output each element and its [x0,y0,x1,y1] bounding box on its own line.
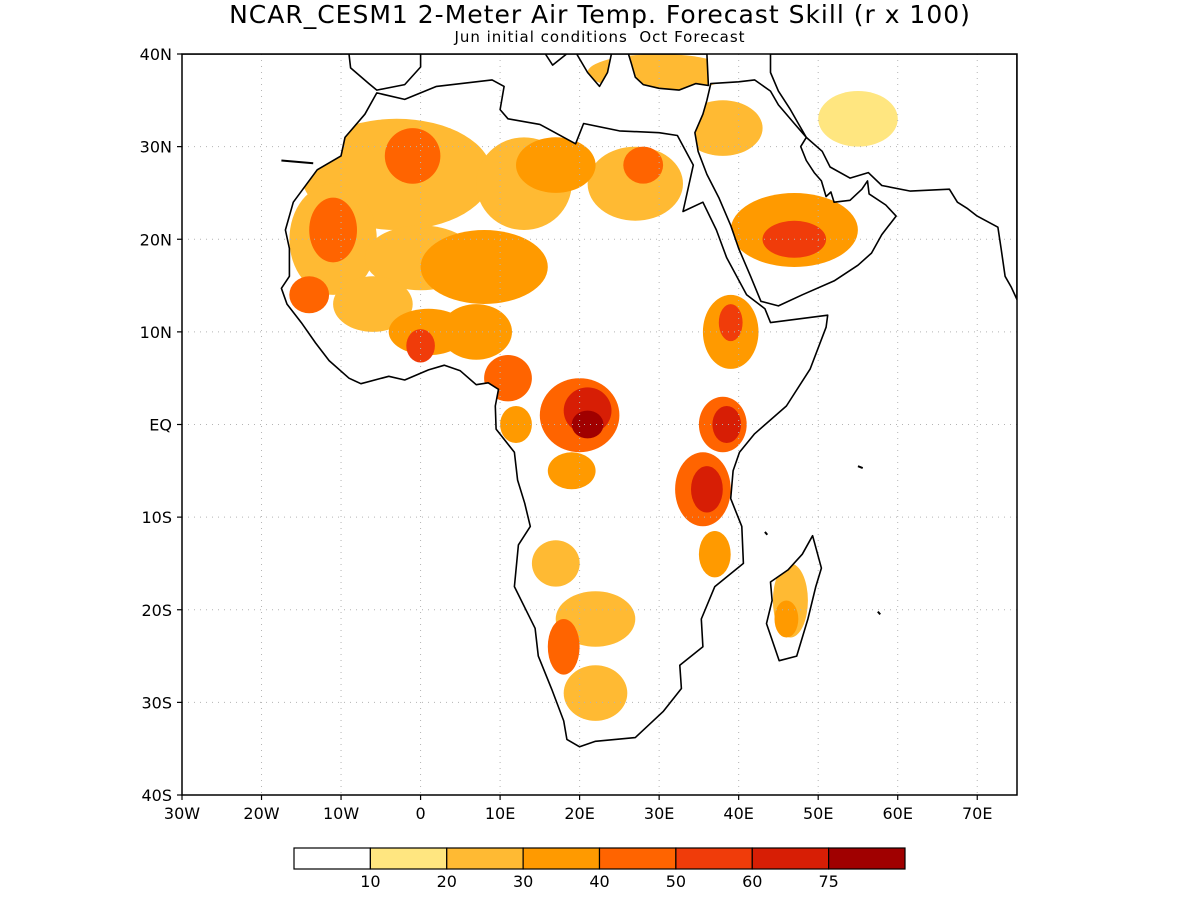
coastline [182,54,710,91]
colorbar-swatch [369,847,448,870]
skill-region [712,406,741,443]
coastline [694,79,897,307]
skill-region [289,276,330,314]
skill-region [420,230,548,304]
chart-title: NCAR_CESM1 2-Meter Air Temp. Forecast Sk… [229,0,971,29]
x-tick-label: 10E [485,804,515,823]
x-tick-label: 60E [882,804,912,823]
colorbar-label: 20 [437,872,457,891]
colorbar-swatch [828,847,906,870]
skill-region [774,600,799,638]
skill-region [384,128,441,184]
skill-region [547,619,580,675]
colorbar-label: 40 [589,872,609,891]
x-tick-label: 0 [415,804,425,823]
colorbar-label: 50 [666,872,686,891]
axis-ticks: 30W 20W 10W 0 10E 20E 30E 40E 50E 60E 70E 40N 30N 20N… [140,45,993,823]
chart-subtitle: Jun initial conditions Oct Forecast [454,28,746,46]
y-tick-label: 30S [141,693,172,712]
coastline [769,54,1017,301]
skill-region [623,146,664,184]
colorbar-swatch [293,847,371,870]
coastlines [182,54,1017,748]
skill-region [563,665,628,721]
colorbar-label: 75 [818,872,838,891]
coastline [280,79,829,748]
colorbar-label: 30 [513,872,533,891]
colorbar-swatch [751,847,830,870]
colorbar-swatch [446,847,524,870]
colorbar-swatch [598,847,677,870]
y-tick-label: 20S [141,601,172,620]
x-tick-label: 30E [644,804,674,823]
skill-region [691,466,723,513]
skill-region [333,276,413,332]
island [857,465,864,469]
skill-region [547,452,596,490]
x-tick-label: 20W [243,804,279,823]
skill-region [531,540,580,587]
y-tick-label: 40S [141,786,172,805]
skill-region [309,197,357,263]
island [877,610,881,616]
skill-shading [289,54,898,721]
colorbar-label: 10 [360,872,380,891]
y-tick-label: EQ [149,416,172,435]
x-tick-label: 20E [564,804,594,823]
x-tick-label: 70E [962,804,992,823]
island [764,531,769,536]
skill-region [683,100,763,156]
skill-region [571,410,604,439]
x-tick-label: 50E [803,804,833,823]
skill-region [516,137,596,193]
y-tick-label: 10N [140,323,172,342]
x-tick-label: 40E [723,804,753,823]
coastline [765,534,823,662]
colorbar-label: 60 [742,872,762,891]
colorbar-swatch [675,847,753,870]
y-tick-label: 10S [141,508,172,527]
skill-region [818,91,898,147]
x-tick-label: 10W [323,804,359,823]
skill-region [500,406,532,443]
colorbar: 10 20 30 40 50 60 75 [293,847,906,891]
skill-region [406,329,435,363]
skill-region [718,304,743,342]
y-tick-label: 40N [140,45,172,64]
island [281,159,314,165]
y-tick-label: 30N [140,138,172,157]
skill-region [484,355,532,402]
y-tick-label: 20N [140,230,172,249]
skill-region [698,531,731,578]
x-tick-label: 30W [164,804,200,823]
colorbar-swatch [522,847,601,870]
